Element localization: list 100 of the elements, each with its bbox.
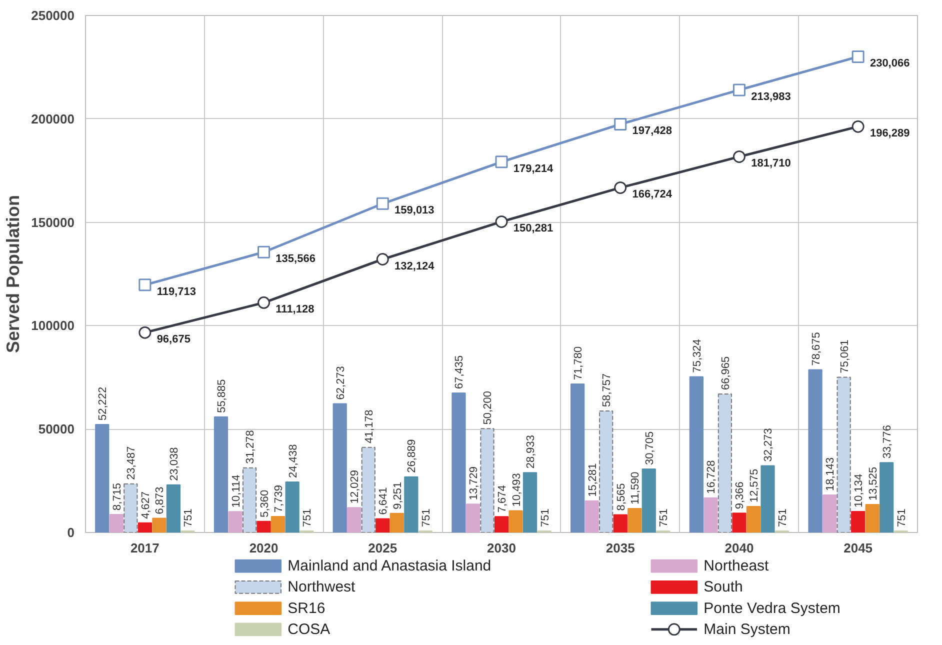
bar — [865, 504, 880, 532]
data-label: 9,366 — [734, 482, 746, 510]
bar — [689, 376, 704, 532]
data-label: 67,435 — [454, 355, 466, 390]
data-label: 196,289 — [870, 128, 910, 140]
data-label: 50,200 — [482, 391, 494, 425]
data-label: 55,885 — [216, 379, 228, 413]
bar — [270, 516, 286, 532]
data-label: 23,487 — [126, 446, 138, 480]
bar — [880, 462, 894, 532]
data-label: 41,178 — [363, 410, 376, 444]
data-label: 15,281 — [586, 463, 599, 497]
bar — [628, 508, 642, 532]
bar — [214, 416, 228, 532]
bar — [836, 376, 851, 532]
bar — [376, 518, 390, 532]
data-label: 751 — [539, 508, 552, 527]
data-label: 159,013 — [394, 204, 434, 217]
data-label: 24,438 — [287, 444, 300, 478]
bar — [95, 424, 110, 532]
bar — [242, 467, 257, 532]
bar — [390, 512, 404, 532]
bar — [584, 500, 599, 532]
legend-label: COSA — [288, 620, 330, 638]
data-label: 12,575 — [748, 468, 760, 502]
bar — [508, 510, 523, 532]
data-label: 213,983 — [751, 90, 791, 103]
data-label: 96,675 — [156, 334, 190, 346]
data-label: 75,324 — [691, 339, 704, 373]
point — [614, 118, 627, 130]
data-label: 10,134 — [853, 474, 866, 508]
data-label: 71,780 — [572, 346, 585, 380]
bar — [760, 465, 775, 532]
data-label: 52,222 — [97, 386, 110, 421]
data-label: 751 — [896, 508, 908, 527]
data-label: 181,710 — [751, 158, 791, 170]
data-label: 11,590 — [630, 472, 642, 505]
y-tick-label: 150000 — [31, 214, 75, 230]
data-label: 10,114 — [230, 474, 242, 508]
bar — [256, 520, 271, 532]
data-label: 78,675 — [810, 332, 822, 366]
data-label: 6,873 — [154, 486, 166, 514]
x-tick-label: 2017 — [130, 540, 160, 556]
point — [258, 246, 270, 258]
x-tick-label: 2035 — [606, 540, 635, 556]
bar — [522, 472, 538, 532]
bar — [570, 384, 585, 532]
data-label: 10,493 — [510, 473, 523, 507]
bar — [480, 428, 494, 532]
data-label: 8,715 — [111, 482, 124, 510]
bar — [808, 369, 822, 532]
legend-label: Mainland and Anastasia Island — [288, 558, 492, 575]
bar — [732, 512, 746, 532]
data-label: 111,128 — [276, 304, 314, 316]
bar — [404, 476, 418, 532]
data-label: 230,066 — [870, 58, 910, 70]
x-tick-label: 2020 — [249, 540, 278, 556]
data-label: 119,713 — [156, 286, 196, 298]
bar — [452, 392, 466, 532]
bar — [285, 481, 300, 532]
bar — [124, 483, 138, 532]
point — [495, 215, 508, 228]
bar — [613, 514, 628, 532]
point — [138, 278, 152, 292]
point — [852, 50, 864, 63]
data-label: 179,214 — [513, 162, 554, 175]
data-label: 23,038 — [168, 447, 180, 481]
data-label: 75,061 — [838, 340, 851, 374]
data-label: 8,565 — [615, 483, 628, 511]
data-label: 28,933 — [525, 435, 538, 469]
bar — [851, 511, 866, 532]
bar — [746, 506, 761, 532]
data-label: 13,525 — [867, 466, 880, 501]
data-label: 132,124 — [394, 260, 436, 272]
bar — [138, 522, 152, 532]
data-label: 166,724 — [632, 188, 673, 201]
data-label: 62,273 — [334, 366, 347, 400]
x-tick-label: 2045 — [844, 540, 873, 556]
data-label: 135,566 — [276, 253, 316, 266]
data-label: 66,965 — [720, 356, 732, 390]
point — [732, 150, 746, 163]
data-label: 751 — [420, 508, 432, 527]
x-tick-label: 2025 — [368, 540, 398, 556]
bar — [642, 468, 656, 532]
legend-label: Northwest — [288, 578, 356, 596]
data-label: 33,776 — [882, 424, 894, 459]
data-label: 32,273 — [762, 428, 775, 462]
data-label: 30,705 — [644, 431, 656, 465]
data-label: 7,739 — [273, 484, 286, 512]
legend-label: Northeast — [704, 558, 770, 575]
data-label: 197,428 — [632, 125, 672, 138]
legend-label: Main System — [704, 620, 790, 638]
y-axis-title: Served Population — [3, 194, 24, 354]
bar — [494, 516, 509, 532]
data-label: 31,278 — [244, 430, 257, 464]
bar — [347, 507, 362, 532]
bar — [718, 394, 732, 532]
point — [258, 296, 270, 309]
data-label: 751 — [777, 508, 790, 527]
data-label: 751 — [658, 508, 670, 527]
